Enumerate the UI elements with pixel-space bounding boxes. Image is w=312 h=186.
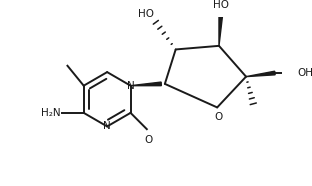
Polygon shape [219,15,222,46]
Text: N: N [127,81,134,91]
Polygon shape [131,82,161,86]
Text: O: O [215,112,223,122]
Text: O: O [144,135,153,145]
Text: HO: HO [213,0,229,10]
Text: H₂N: H₂N [41,108,60,118]
Polygon shape [246,71,275,77]
Text: HO: HO [138,9,154,19]
Text: N: N [103,121,111,132]
Text: OH: OH [297,68,312,78]
